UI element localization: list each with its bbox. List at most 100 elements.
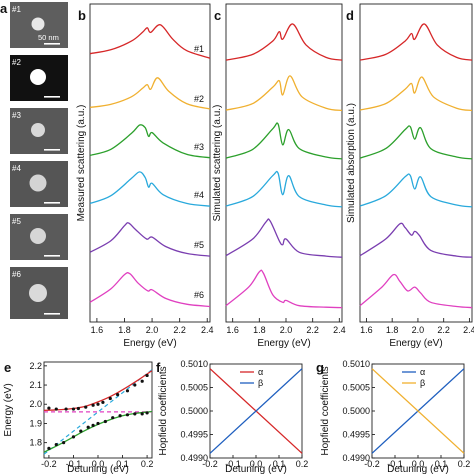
x-tick-label: 0.0 <box>92 459 105 469</box>
x-axis-label: Energy (eV) <box>123 338 176 349</box>
panel-label-f: f <box>156 360 161 375</box>
series-line-4 <box>89 171 211 207</box>
upper-branch-point <box>101 400 105 404</box>
upper-branch-point <box>133 383 137 387</box>
legend-label: β <box>258 378 263 388</box>
x-axis-label: Energy (eV) <box>257 338 310 349</box>
upper-branch-point <box>96 402 100 406</box>
legend-label: α <box>258 367 263 377</box>
nanoparticle <box>29 284 47 302</box>
scale-bar <box>44 202 60 204</box>
plot-frame <box>225 3 343 323</box>
lower-branch-point <box>71 435 76 439</box>
series-label-2: #2 <box>194 94 204 104</box>
lower-branch-point <box>103 419 107 424</box>
plot-frame <box>89 3 211 323</box>
lower-branch-point <box>125 413 130 417</box>
x-tick-label: 2.0 <box>146 325 159 335</box>
x-tick-label: 0.2 <box>141 459 154 469</box>
micrograph-label: #1 <box>12 5 21 14</box>
micrograph-label: #3 <box>12 111 21 120</box>
lower-branch-point <box>111 416 115 420</box>
x-tick-label: 1.8 <box>253 325 266 335</box>
x-tick-label: 2.2 <box>437 325 450 335</box>
upper-branch-point <box>76 406 80 411</box>
lower-branch-point <box>54 442 58 447</box>
y-tick-label: 0.4990 <box>180 453 208 463</box>
series-line-6 <box>89 272 211 308</box>
lower-branch-point <box>145 411 149 415</box>
y-tick-label: 0.5005 <box>342 383 370 393</box>
panel-label-c: c <box>214 8 221 23</box>
panel-label-g: g <box>316 360 324 375</box>
x-tick-label: 1.6 <box>226 325 239 335</box>
x-tick-label: 2.0 <box>412 325 425 335</box>
lower-branch-fit <box>43 410 153 453</box>
panel-label-d: d <box>346 8 354 23</box>
y-axis-label: Simulated absorption (a.u.) <box>346 103 357 223</box>
series-line-5 <box>359 222 473 258</box>
micrograph-5: #5 <box>10 214 68 260</box>
micrograph-label: #4 <box>12 164 21 173</box>
series-line-2 <box>359 76 473 112</box>
y-tick-label: 1.8 <box>29 438 42 448</box>
y-tick-label: 1.9 <box>29 418 42 428</box>
series-line-3 <box>359 125 473 160</box>
x-axis-label: Energy (eV) <box>389 338 442 349</box>
series-line-5 <box>89 222 211 257</box>
scale-bar <box>44 313 60 315</box>
x-tick-label: 0.0 <box>412 459 425 469</box>
x-tick-label: -0.2 <box>364 459 380 469</box>
x-tick-label: 0.2 <box>296 459 309 469</box>
chart-c: 1.6 1.8 2.0 2.2 2.4 Energy (eV) Simulated scat… <box>212 3 346 349</box>
nanoparticle <box>29 174 47 192</box>
y-tick-label: 0.4995 <box>180 430 208 440</box>
y-tick-label: 0.5005 <box>180 383 208 393</box>
series-line-4 <box>359 173 473 208</box>
y-axis-label: Hopfield coefficients <box>320 366 331 455</box>
series-line-β <box>209 368 303 454</box>
y-tick-label: 0.5010 <box>180 359 208 369</box>
x-tick-label: -0.1 <box>225 459 241 469</box>
chart-b: #1 #2 #3 #4 #5 #6 1.6 1.8 2.0 2.2 2.4 Energy (eV) Me… <box>76 3 213 349</box>
lower-branch-point <box>118 414 122 418</box>
y-tick-label: 0.4990 <box>342 453 370 463</box>
upper-branch-point <box>140 379 144 383</box>
x-tick-label: 1.6 <box>360 325 373 335</box>
x-tick-label: -0.2 <box>41 459 57 469</box>
upper-branch-point <box>91 403 95 407</box>
upper-branch-point <box>145 373 149 378</box>
nanoparticle <box>30 228 46 244</box>
scale-bar-text: 50 nm <box>38 33 59 42</box>
x-axis-label: Detuning (eV) <box>67 464 129 474</box>
x-tick-label: 0.1 <box>435 459 448 469</box>
series-line-4 <box>225 170 343 208</box>
panel-label-e: e <box>4 360 11 375</box>
lower-branch-point <box>96 421 100 426</box>
x-tick-label: 2.4 <box>463 325 474 335</box>
upper-branch-point <box>108 396 112 401</box>
micrograph-1: #1 50 nm <box>10 2 68 48</box>
chart-f: αβ -0.2 -0.1 0.0 0.1 0.2 0.4990 0.4995 0.5000 0.5… <box>158 359 308 474</box>
upper-branch-point <box>84 405 88 409</box>
plot-frame <box>359 3 473 323</box>
y-tick-label: 0.5000 <box>342 406 370 416</box>
x-axis-label: Detuning (eV) <box>225 464 287 474</box>
nanoparticle <box>30 69 46 85</box>
x-tick-label: 2.2 <box>173 325 186 335</box>
x-tick-label: 2.2 <box>306 325 319 335</box>
series-label-6: #6 <box>194 290 204 300</box>
lower-branch-point <box>86 425 90 429</box>
x-axis-label: Detuning (eV) <box>387 464 449 474</box>
micrograph-column: #1 50 nm #2 #3 #4 #5 <box>10 2 68 319</box>
y-axis-label: Simulated scattering (a.u.) <box>212 105 223 222</box>
upper-branch-point <box>125 389 130 393</box>
chart-g: αβ -0.2 -0.1 0.0 0.1 0.2 0.4990 0.4995 0.5000 0.5… <box>320 359 470 474</box>
legend-label: α <box>420 367 425 377</box>
y-axis-label: Energy (eV) <box>3 383 14 436</box>
micrograph-3: #3 <box>10 108 68 154</box>
upper-branch-point <box>47 406 51 410</box>
scale-bar <box>44 255 60 257</box>
micrograph-2: #2 <box>10 55 68 101</box>
x-tick-label: 0.0 <box>250 459 263 469</box>
